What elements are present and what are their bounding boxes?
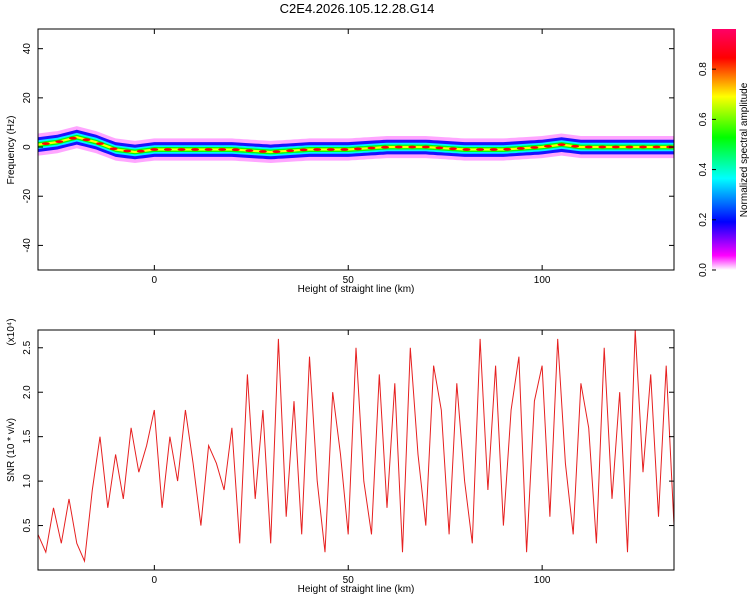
y-tick-label: 2.5 [22,340,33,354]
heat-peak-cell [652,145,661,149]
x-tick-label: 100 [534,575,551,586]
heat-peak-cell [82,138,91,142]
heat-peak-cell [245,149,254,153]
heat-peak-cell [489,148,498,151]
colorbar-tick-label: 0.2 [698,212,709,226]
heat-peak-cell [367,146,376,150]
heat-peak-cell [639,145,647,149]
heat-peak-cell [449,147,457,151]
y-tick-label: 1.5 [22,429,33,443]
heat-peak-cell [258,150,267,153]
x-tick-label: 50 [343,275,355,286]
heat-peak-cell [340,148,349,151]
heat-peak-cell [55,140,64,144]
colorbar-tick-label: 0.6 [698,112,709,126]
x-tick-label: 0 [152,275,158,286]
snr-multiplier-label: (x10⁴) [6,318,17,345]
spectrogram-heat-layer [38,126,675,163]
spectrogram-panel: 0 50 100 -40 -20 0 20 40 Height of straight lin… [6,28,675,295]
colorbar-gradient [712,29,736,270]
y-tick-label: -20 [22,189,33,204]
spectrogram-frame [37,28,675,271]
heat-peak-cell [598,145,607,149]
y-tick-label: 2.0 [22,385,33,399]
heat-peak-cell [530,146,539,149]
heat-peak-cell [313,148,322,151]
heat-peak-cell [218,148,227,151]
y-tick-label: 0.5 [22,518,33,532]
heat-peak-cell [353,147,362,151]
heat-peak-cell [191,148,200,151]
colorbar-label: Normalized spectral amplitude [739,82,750,217]
heat-peak-cell [544,144,552,148]
snr-y-axis-label: SNR (10 * v/v) [6,418,17,482]
colorbar: 0.0 0.2 0.4 0.6 0.8 Normalized spectral ampl… [698,29,750,277]
spectrogram-axes: 0 50 100 -40 -20 0 20 40 [22,29,674,286]
heat-peak-cell [557,143,566,147]
chart-title: C2E4.2026.105.12.28.G14 [280,1,435,16]
heat-peak-cell [381,145,390,149]
heat-peak-cell [462,148,471,151]
heat-peak-cell [326,148,335,151]
y-tick-label: 1.0 [22,474,33,488]
colorbar-tick-label: 0.4 [698,162,709,176]
snr-frame [37,329,675,571]
heat-peak-cell [408,145,417,149]
x-tick-label: 100 [534,275,551,286]
heat-peak-cell [109,147,118,151]
snr-plot-area [38,330,674,570]
heat-peak-cell [611,145,620,149]
heat-peak-cell [584,145,593,149]
heat-peak-cell [435,146,444,150]
y-tick-label: 0 [22,144,33,150]
heat-peak-cell [394,145,403,149]
heat-peak-cell [123,149,132,153]
y-tick-label: -40 [22,238,33,253]
heat-peak-cell [96,142,104,146]
spectrogram-x-axis-label: Height of straight line (km) [298,284,415,295]
heat-peak-cell [272,150,281,154]
heat-peak-cell [163,148,172,151]
y-tick-label: 20 [22,92,33,104]
heat-peak-cell [68,136,77,140]
colorbar-tick-label: 0.8 [698,62,709,76]
heat-peak-cell [204,148,213,151]
heat-peak-cell [503,147,512,151]
heat-peak-cell [571,144,580,148]
heat-peak-cell [41,142,50,146]
heat-peak-cell [625,145,634,149]
heat-peak-cell [421,145,430,149]
heat-peak-cell [286,149,295,153]
snr-panel: 0 50 100 0.5 1.0 1.5 2.0 2.5 Height of straight… [6,318,675,595]
heat-peak-cell [476,148,485,151]
heat-peak-cell [177,148,186,151]
snr-axes: 0 50 100 0.5 1.0 1.5 2.0 2.5 [22,330,674,586]
heat-peak-cell [150,148,159,151]
spectrogram-y-axis-label: Frequency (Hz) [6,116,17,185]
heat-peak-cell [516,147,525,150]
heat-peak-cell [231,148,240,152]
snr-x-axis-label: Height of straight line (km) [298,584,415,595]
heat-peak-cell [299,148,308,152]
x-tick-label: 0 [152,575,158,586]
colorbar-tick-label: 0.0 [698,263,709,277]
y-tick-label: 40 [22,43,33,55]
colorbar-ticks: 0.0 0.2 0.4 0.6 0.8 [698,62,716,277]
snr-series-line [37,329,675,564]
x-tick-label: 50 [343,575,355,586]
heat-peak-cell [136,149,145,153]
